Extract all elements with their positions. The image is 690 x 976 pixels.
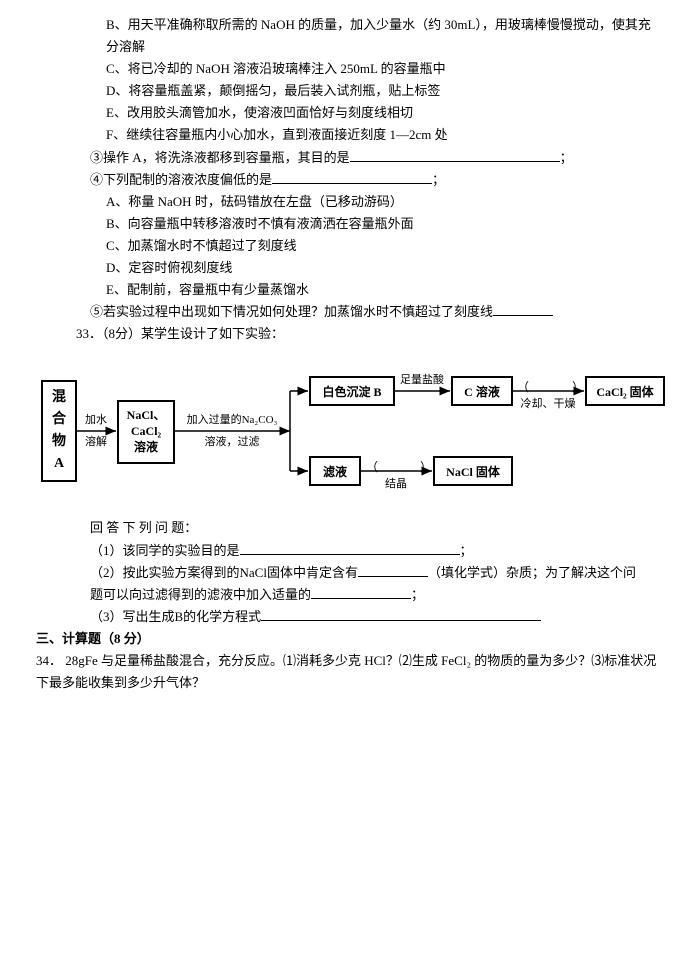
svg-text:A: A bbox=[54, 456, 65, 471]
blank bbox=[358, 563, 428, 577]
section-3-heading: 三、计算题（8 分） bbox=[28, 628, 662, 650]
option-4d: D、定容时俯视刻度线 bbox=[28, 257, 662, 279]
q5-text: ⑤若实验过程中出现如下情况如何处理？加蒸馏水时不慎超过了刻度线 bbox=[90, 304, 493, 319]
svg-text:）: ） bbox=[572, 380, 584, 394]
problem-34: 34． 28gFe 与足量稀盐酸混合，充分反应。⑴消耗多少克 HCl？⑵生成 F… bbox=[28, 650, 662, 694]
svg-text:冷却、干燥: 冷却、干燥 bbox=[521, 397, 576, 410]
option-4a: A、称量 NaOH 时，砝码错放在左盘（已移动游码） bbox=[28, 191, 662, 213]
sub-question-4: ④下列配制的溶液浓度偏低的是 ； bbox=[28, 169, 662, 191]
option-4e: E、配制前，容量瓶中有少量蒸馏水 bbox=[28, 279, 662, 301]
svg-text:合: 合 bbox=[52, 410, 67, 427]
q33-2d-text: ； bbox=[411, 587, 424, 602]
q33-2c-text: 题可以向过滤得到的滤液中加入适量的 bbox=[90, 587, 311, 602]
question-33-3: （3）写出生成B的化学方程式 bbox=[28, 606, 662, 628]
option-4b: B、向容量瓶中转移溶液时不慎有液滴洒在容量瓶外面 bbox=[28, 213, 662, 235]
svg-text:足量盐酸: 足量盐酸 bbox=[400, 372, 444, 386]
svg-text:NaCl 固体: NaCl 固体 bbox=[446, 464, 501, 479]
q4-tail: ； bbox=[432, 172, 445, 187]
svg-text:溶液，过滤: 溶液，过滤 bbox=[205, 434, 260, 448]
svg-text:NaCl、: NaCl、 bbox=[127, 408, 166, 422]
option-c: C、将已冷却的 NaOH 溶液沿玻璃棒注入 250mL 的容量瓶中 bbox=[28, 58, 662, 80]
blank bbox=[311, 585, 411, 599]
blank bbox=[261, 607, 541, 621]
q3-text: ③操作 A，将洗涤液都移到容量瓶，其目的是 bbox=[90, 150, 350, 165]
option-4c: C、加蒸馏水时不慎超过了刻度线 bbox=[28, 235, 662, 257]
question-33-2b: 题可以向过滤得到的滤液中加入适量的 ； bbox=[28, 584, 662, 606]
svg-text:）: ） bbox=[420, 460, 432, 474]
svg-text:（: （ bbox=[366, 460, 378, 474]
blank bbox=[493, 302, 553, 316]
svg-text:溶解: 溶解 bbox=[85, 434, 107, 448]
svg-text:滤液: 滤液 bbox=[323, 464, 347, 479]
blank bbox=[272, 170, 432, 184]
q33-1-text: （1）该同学的实验目的是 bbox=[90, 543, 240, 558]
svg-text:CaCl₂ 固体: CaCl₂ 固体 bbox=[596, 384, 654, 399]
sub-question-3: ③操作 A，将洗涤液都移到容量瓶，其目的是 ； bbox=[28, 147, 662, 169]
svg-text:物: 物 bbox=[52, 432, 66, 449]
question-33-2a: （2）按此实验方案得到的NaCl固体中肯定含有 （填化学式）杂质；为了解决这个问 bbox=[28, 562, 662, 584]
svg-text:结晶: 结晶 bbox=[385, 477, 407, 490]
svg-text:白色沉淀 B: 白色沉淀 B bbox=[322, 384, 381, 399]
q33-2a-text: （2）按此实验方案得到的NaCl固体中肯定含有 bbox=[90, 565, 358, 580]
svg-text:CaCl₂: CaCl₂ bbox=[131, 424, 162, 438]
sub-question-5: ⑤若实验过程中出现如下情况如何处理？加蒸馏水时不慎超过了刻度线 bbox=[28, 301, 662, 323]
svg-text:C 溶液: C 溶液 bbox=[464, 384, 500, 399]
blank bbox=[240, 541, 460, 555]
svg-text:溶液: 溶液 bbox=[134, 439, 158, 454]
question-33-1: （1）该同学的实验目的是 ； bbox=[28, 540, 662, 562]
q33-1-tail: ； bbox=[460, 543, 473, 558]
blank bbox=[350, 148, 560, 162]
option-e: E、改用胶头滴管加水，使溶液凹面恰好与刻度线相切 bbox=[28, 102, 662, 124]
q33-2b-text: （填化学式）杂质；为了解决这个问 bbox=[428, 565, 636, 580]
answer-header: 回 答 下 列 问 题： bbox=[28, 517, 662, 539]
q33-3-text: （3）写出生成B的化学方程式 bbox=[90, 609, 261, 624]
svg-text:混: 混 bbox=[52, 389, 66, 405]
q3-tail: ； bbox=[560, 150, 573, 165]
option-f: F、继续往容量瓶内小心加水，直到液面接近刻度 1—2cm 处 bbox=[28, 124, 662, 146]
svg-text:加入过量的Na₂CO₃: 加入过量的Na₂CO₃ bbox=[187, 412, 278, 426]
problem-33-head: 33．（8分）某学生设计了如下实验： bbox=[28, 323, 662, 345]
svg-text:（: （ bbox=[517, 380, 529, 394]
option-d: D、将容量瓶盖紧，颠倒摇匀，最后装入试剂瓶，贴上标签 bbox=[28, 80, 662, 102]
flow-diagram-svg: 混 合 物 A 加水 溶解 NaCl、 CaCl₂ 溶液 加入过量的Na₂CO₃… bbox=[32, 351, 672, 511]
q4-text: ④下列配制的溶液浓度偏低的是 bbox=[90, 172, 272, 187]
flow-diagram: 混 合 物 A 加水 溶解 NaCl、 CaCl₂ 溶液 加入过量的Na₂CO₃… bbox=[32, 351, 662, 511]
svg-text:加水: 加水 bbox=[85, 413, 107, 426]
option-b: B、用天平准确称取所需的 NaOH 的质量，加入少量水（约 30mL），用玻璃棒… bbox=[28, 14, 662, 58]
